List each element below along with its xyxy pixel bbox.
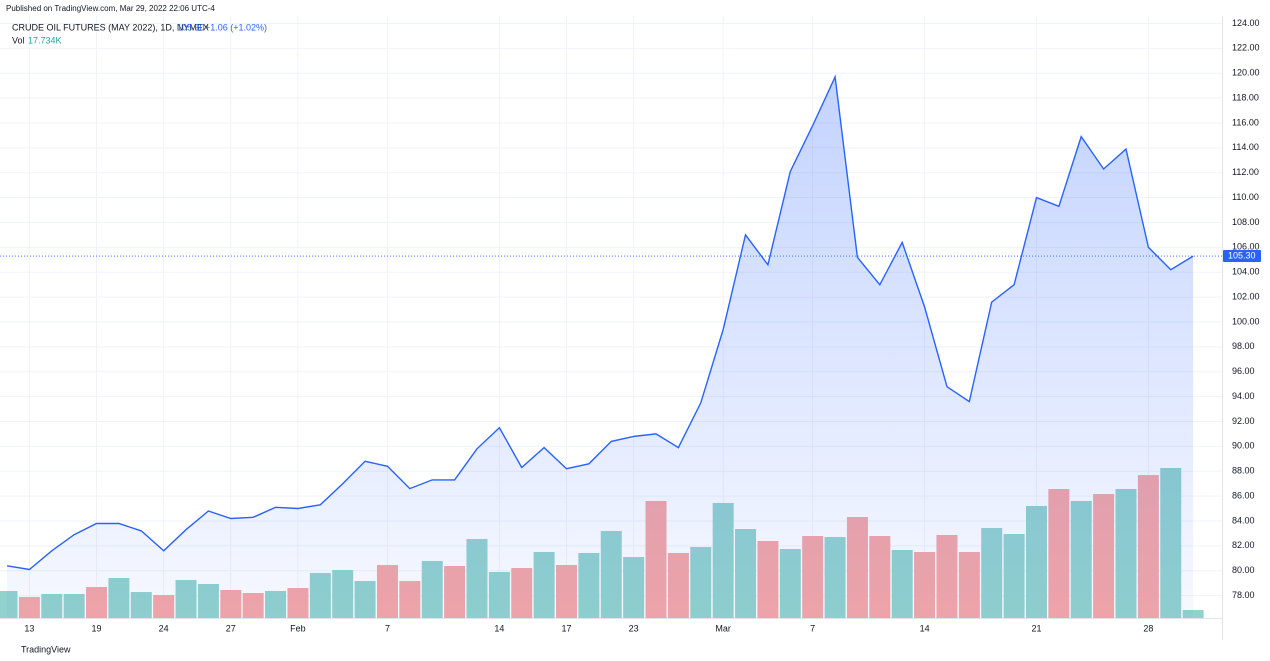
price: 105.30 [177, 22, 205, 32]
x-tick-label: 28 [1143, 623, 1153, 633]
y-tick-label: 88.00 [1232, 466, 1255, 476]
last-price-box [1223, 250, 1261, 263]
y-tick-label: 86.00 [1232, 490, 1255, 500]
x-tick-label: 13 [24, 623, 34, 633]
y-tick-label: 100.00 [1232, 316, 1260, 326]
area [7, 76, 1194, 618]
line [6, 74, 1194, 571]
published: Published on TradingView.com, Mar 29, 20… [6, 4, 215, 13]
change: +1.06 (+1.02%) [205, 22, 267, 32]
y-tick-label: 90.00 [1232, 441, 1255, 451]
y-tick-label: 92.00 [1232, 416, 1255, 426]
chart-title: CRUDE OIL FUTURES (MAY 2022), 1D, NYMEX [12, 22, 209, 32]
y-tick-label: 98.00 [1232, 341, 1255, 351]
y-tick-label: 118.00 [1232, 92, 1259, 102]
x-tick-label: 27 [226, 623, 236, 633]
volume-title: Vol [12, 35, 25, 45]
x-tick-label: 21 [1031, 623, 1041, 633]
last-price-label: 105.30 [1228, 250, 1256, 260]
x-tick-label: Mar [715, 623, 731, 633]
y-tick-label: 96.00 [1232, 366, 1255, 376]
y-tick-label: 94.00 [1232, 391, 1255, 401]
x-tick-label: 24 [159, 623, 169, 633]
y-tick-label: 104.00 [1232, 267, 1260, 277]
x-tick-label: 19 [92, 623, 102, 633]
y-tick-label: 82.00 [1232, 540, 1255, 550]
y-tick-label: 80.00 [1232, 565, 1255, 575]
y-tick-label: 112.00 [1232, 167, 1259, 177]
y-tick-label: 116.00 [1232, 117, 1259, 127]
price-plot [0, 74, 1222, 618]
y-tick-label: 122.00 [1232, 43, 1260, 53]
x-tick-label: Feb [290, 623, 306, 633]
y-tick-label: 78.00 [1232, 590, 1255, 600]
x-tick-label: 23 [629, 623, 639, 633]
y-tick-label: 114.00 [1232, 142, 1259, 152]
x-tick-label: 17 [561, 623, 571, 633]
y-tick-label: 108.00 [1232, 217, 1260, 227]
y-tick-label: 102.00 [1232, 291, 1260, 301]
footer: TradingView [21, 644, 71, 654]
y-tick-label: 106.00 [1232, 242, 1260, 252]
volume-bar [1182, 610, 1204, 618]
x-tick-label: 14 [920, 623, 930, 633]
volume-label: 17.734K [28, 35, 62, 45]
y-tick-label: 120.00 [1232, 68, 1260, 78]
x-tick-label: 7 [385, 623, 390, 633]
y-tick-label: 84.00 [1232, 515, 1255, 525]
y-tick-label: 110.00 [1232, 192, 1259, 202]
y-tick-label: 124.00 [1232, 18, 1260, 28]
x-tick-label: 14 [494, 623, 504, 633]
x-tick-label: 7 [810, 623, 815, 633]
